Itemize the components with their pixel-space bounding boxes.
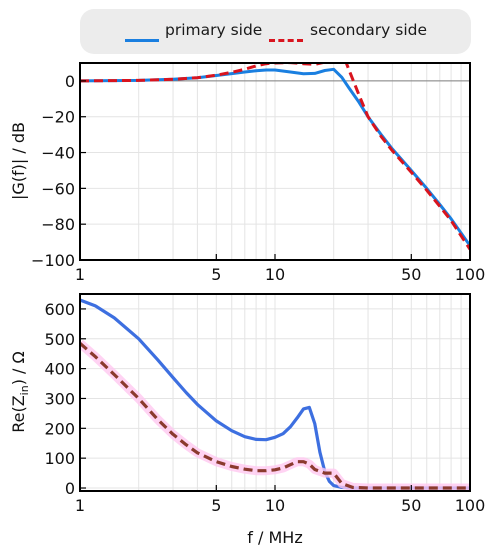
series-line-secondary-side [80, 63, 470, 251]
legend-primary-label: primary side [165, 21, 263, 39]
plot-2: 1 5 10 50 100 0 100 200 300 400 500 600 Re(Zin) / Ω f… [9, 293, 486, 547]
y-tick-label: −80 [41, 215, 75, 234]
x-tick-label: 10 [265, 265, 285, 284]
y-axis-label: |G(f)| / dB [9, 122, 28, 200]
x-axis-label: f / MHz [247, 528, 302, 547]
x-tick-label: 1 [75, 496, 85, 515]
y-tick-label: 0 [65, 479, 75, 498]
x-tick-label: 5 [211, 265, 221, 284]
y-tick-label: 200 [44, 419, 75, 438]
x-tick-label: 5 [211, 496, 221, 515]
y-tick-label: −100 [31, 251, 75, 270]
y-tick-label: 500 [44, 330, 75, 349]
legend-secondary-label: secondary side [310, 21, 428, 39]
plot-1: 1 5 10 50 100 0 −20 −40 −60 −80 −100 |G(f)| / dB [9, 62, 486, 284]
legend-primary-swatch [125, 39, 159, 42]
y-tick-label: 100 [44, 449, 75, 468]
y-tick-label: 600 [44, 300, 75, 319]
y-tick-label: −20 [41, 108, 75, 127]
x-tick-label: 1 [75, 265, 85, 284]
x-tick-label: 50 [401, 496, 421, 515]
series-line-dashed [80, 342, 470, 490]
y-tick-label: 400 [44, 360, 75, 379]
y-tick-label: −60 [41, 179, 75, 198]
legend: primary side secondary side [80, 9, 471, 54]
y-axis-label: Re(Zin) / Ω [9, 351, 31, 433]
legend-secondary-swatch [269, 39, 303, 42]
x-tick-label: 10 [265, 496, 285, 515]
x-tick-label: 100 [455, 265, 486, 284]
x-tick-label: 100 [455, 496, 486, 515]
y-tick-label: 0 [65, 72, 75, 91]
x-tick-label: 50 [401, 265, 421, 284]
y-tick-label: −40 [41, 144, 75, 163]
y-tick-label: 300 [44, 389, 75, 408]
